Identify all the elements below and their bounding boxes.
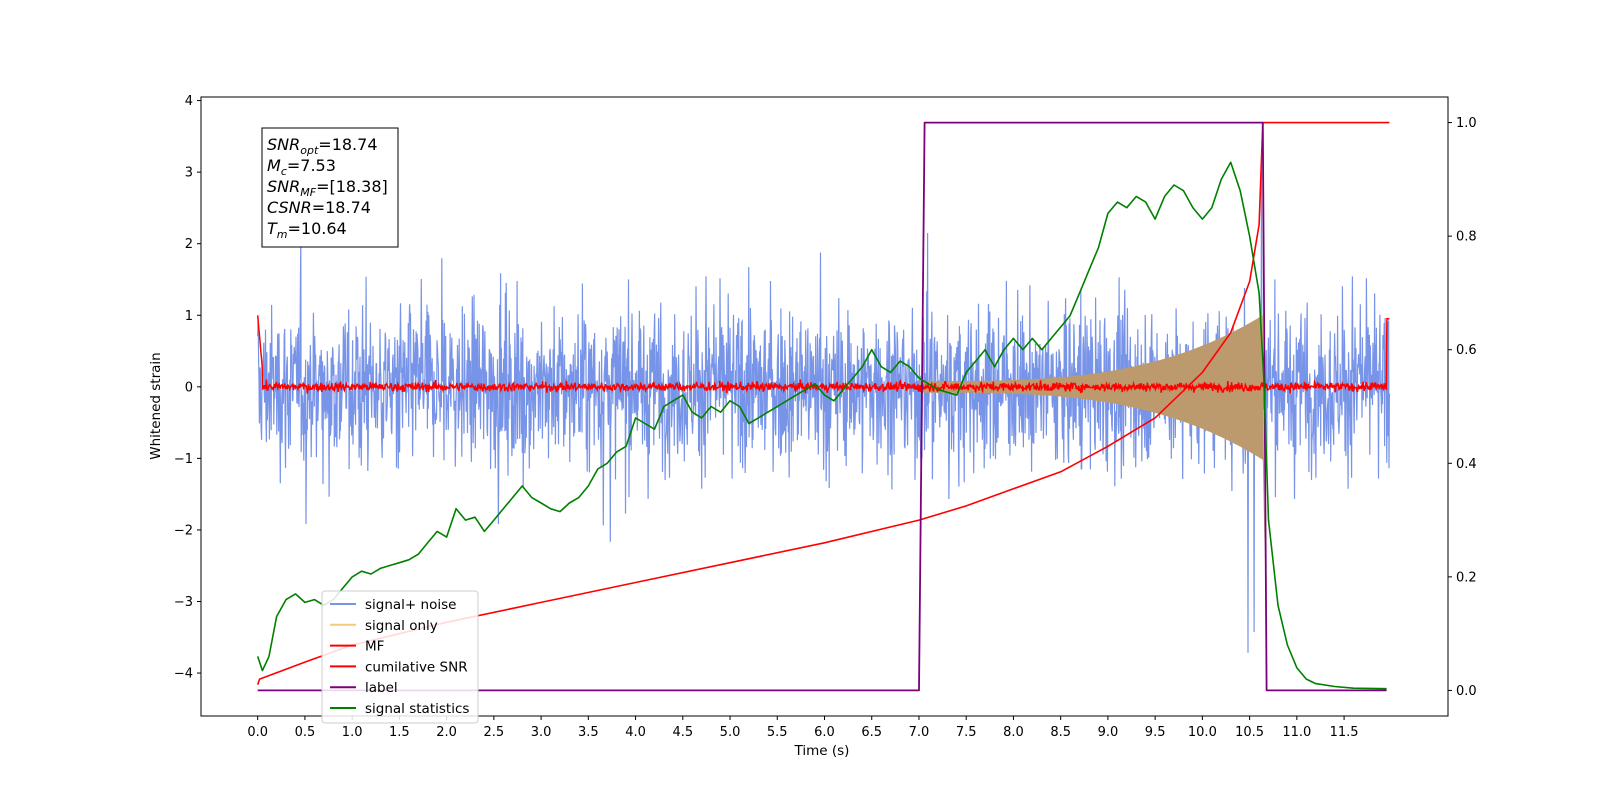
y-tick-label: −2 <box>174 523 193 538</box>
x-axis: 0.0 0.5 1.0 1.5 2.0 2.5 3.0 3.5 4.0 4.5 5.0 5.5 6.0 6… <box>247 716 1359 740</box>
y2-tick-label: 0.8 <box>1456 230 1477 245</box>
legend-entry: label <box>365 680 398 696</box>
y-tick-label: 4 <box>185 94 193 109</box>
x-tick-label: 6.5 <box>861 725 882 740</box>
x-tick-label: 8.0 <box>1003 725 1024 740</box>
legend-entry: signal+ noise <box>365 597 456 613</box>
annotation-line: Mc=7.53 <box>267 156 336 178</box>
legend-entry: signal statistics <box>365 701 469 717</box>
series-mf <box>256 315 1390 394</box>
series-signal-only <box>919 315 1265 559</box>
y-tick-label: 3 <box>185 166 193 181</box>
y2-tick-label: 1.0 <box>1456 116 1477 131</box>
series-label <box>257 121 1387 692</box>
y2-tick-label: 0.4 <box>1456 457 1477 472</box>
y-tick-label: 1 <box>185 309 193 324</box>
x-tick-label: 3.5 <box>578 725 599 740</box>
y-tick-label: 2 <box>185 237 193 252</box>
y-tick-label: −3 <box>174 595 193 610</box>
legend-frame <box>321 590 479 724</box>
x-tick-label: 4.5 <box>672 725 693 740</box>
y-tick-label: −4 <box>174 667 193 682</box>
legend-entry: signal only <box>365 618 438 634</box>
x-tick-label: 0.5 <box>295 725 316 740</box>
annotation-box: SNRopt=18.74Mc=7.53SNRMF=[18.38]CSNR=18.… <box>261 127 399 248</box>
legend-entry: MF <box>365 639 384 655</box>
y2-tick-label: 0.2 <box>1456 570 1477 585</box>
series-signal-statistics <box>256 161 1387 690</box>
annotation-line: SNRopt=18.74 <box>267 135 378 157</box>
y-axis: 4 3 2 1 0 −1 −2 −3 −4 <box>174 94 201 682</box>
y-tick-label: 0 <box>185 380 193 395</box>
y-axis-label: Whitened strain <box>148 352 164 459</box>
legend-entry: cumilative SNR <box>365 659 468 675</box>
x-tick-label: 9.0 <box>1098 725 1119 740</box>
x-tick-label: 2.5 <box>484 725 505 740</box>
x-tick-label: 1.0 <box>342 725 363 740</box>
x-tick-label: 10.5 <box>1235 725 1264 740</box>
y2-axis: 1.0 0.8 0.6 0.4 0.2 0.0 <box>1448 116 1477 699</box>
x-tick-label: 8.5 <box>1050 725 1071 740</box>
y2-tick-label: 0.0 <box>1456 684 1477 699</box>
x-tick-label: 7.0 <box>909 725 930 740</box>
x-tick-label: 5.0 <box>720 725 741 740</box>
x-tick-label: 10.0 <box>1188 725 1217 740</box>
annotation-frame <box>261 127 399 248</box>
annotation-line: CSNR=18.74 <box>267 198 371 217</box>
legend: signal+ noise signal only MF cumilative SNR… <box>321 590 479 724</box>
x-tick-label: 9.5 <box>1145 725 1166 740</box>
y-tick-label: −1 <box>174 452 193 467</box>
annotation-line: Tm=10.64 <box>267 219 347 241</box>
x-tick-label: 1.5 <box>389 725 410 740</box>
x-tick-label: 3.0 <box>531 725 552 740</box>
x-tick-label: 0.0 <box>247 725 268 740</box>
x-tick-label: 2.0 <box>436 725 457 740</box>
x-axis-label: Time (s) <box>794 743 850 759</box>
x-tick-label: 11.5 <box>1330 725 1359 740</box>
annotation-line: SNRMF=[18.38] <box>267 177 388 199</box>
x-tick-label: 5.5 <box>767 725 788 740</box>
x-tick-label: 6.0 <box>814 725 835 740</box>
x-tick-label: 4.0 <box>625 725 646 740</box>
y2-tick-label: 0.6 <box>1456 343 1477 358</box>
x-tick-label: 7.5 <box>956 725 977 740</box>
x-tick-label: 11.0 <box>1282 725 1311 740</box>
